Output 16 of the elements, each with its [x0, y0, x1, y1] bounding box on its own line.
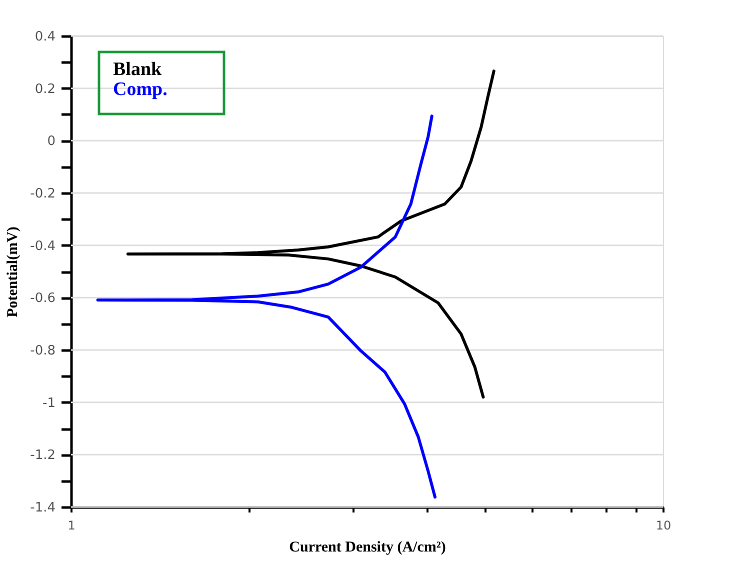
y-tick-label: -1.4 — [30, 500, 56, 516]
y-tick-label: -0.4 — [30, 238, 56, 254]
y-tick-label: -0.2 — [30, 186, 56, 202]
y-tick-label: 0.2 — [34, 82, 56, 97]
text: Blank — [113, 59, 162, 80]
text: Comp. — [113, 79, 168, 100]
x-tick-label: 1 — [68, 518, 76, 532]
y-tick-label: -0.8 — [30, 344, 56, 358]
x-axis-title: Current Density (A/cm²) — [289, 540, 446, 556]
y-tick-label: 0.4 — [34, 30, 56, 44]
y-tick-label: -0.6 — [30, 291, 56, 306]
y-tick-label: -1 — [42, 396, 56, 411]
y-axis-title: Potential(mV) — [5, 226, 22, 318]
x-tick-label: 10 — [656, 518, 672, 532]
y-tick-label: -1.2 — [30, 448, 56, 464]
y-tick-label: 0 — [47, 134, 56, 150]
